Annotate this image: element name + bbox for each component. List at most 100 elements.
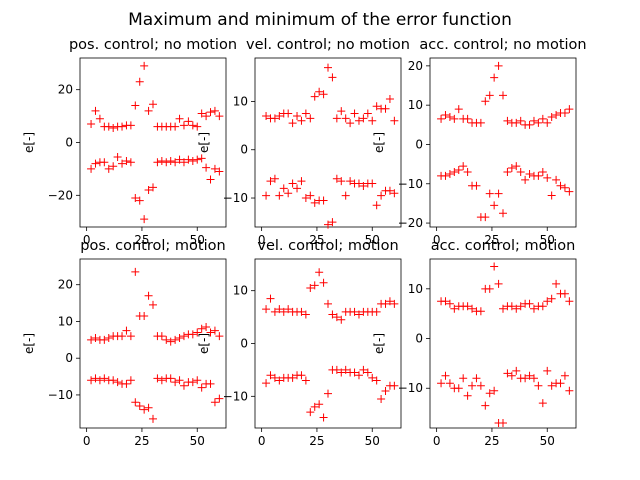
data-point — [270, 307, 279, 316]
y-tick-label: −10 — [398, 177, 423, 191]
data-point — [140, 405, 149, 414]
series-maximum — [437, 61, 574, 129]
data-point — [126, 332, 135, 341]
data-point — [494, 279, 503, 288]
data-point — [319, 278, 328, 287]
data-point — [202, 163, 211, 172]
data-point — [113, 378, 122, 387]
x-tick-label: 50 — [540, 233, 555, 247]
data-point — [534, 381, 543, 390]
series-minimum — [87, 153, 224, 224]
y-tick-label: −20 — [48, 188, 73, 202]
data-point — [197, 154, 206, 163]
x-tick-label: 0 — [433, 434, 441, 448]
data-point — [543, 118, 552, 127]
data-point — [337, 368, 346, 377]
data-point — [529, 374, 538, 383]
data-point — [377, 394, 386, 403]
data-point — [275, 191, 284, 200]
series-maximum — [87, 267, 224, 346]
data-point — [122, 326, 131, 335]
data-point — [490, 73, 499, 82]
data-point — [210, 398, 219, 407]
data-point — [215, 112, 224, 121]
data-point — [149, 300, 157, 309]
data-point — [193, 122, 202, 131]
data-point — [337, 177, 346, 186]
data-point — [328, 218, 337, 227]
data-point — [390, 299, 399, 308]
data-point — [270, 114, 279, 123]
data-point — [184, 155, 193, 164]
y-tick-label: −10 — [223, 191, 248, 205]
data-point — [171, 378, 180, 387]
data-point — [179, 158, 188, 167]
data-point — [525, 371, 534, 380]
data-point — [437, 114, 446, 123]
data-point — [552, 110, 561, 119]
subplot-title: pos. control; no motion — [69, 37, 237, 53]
data-point — [445, 379, 454, 388]
data-point — [385, 186, 394, 195]
y-axis-label: e[-] — [22, 132, 36, 153]
data-point — [288, 373, 297, 382]
data-point — [270, 373, 279, 382]
y-tick-label: 0 — [240, 143, 248, 157]
data-point — [332, 365, 341, 374]
data-point — [350, 368, 359, 377]
data-point — [310, 281, 319, 290]
data-point — [131, 101, 140, 110]
data-point — [284, 305, 293, 314]
data-point — [494, 189, 503, 198]
x-tick-label: 50 — [365, 434, 380, 448]
data-point — [512, 162, 521, 171]
data-point — [485, 284, 494, 293]
y-axis-label: e[-] — [22, 333, 36, 354]
data-point — [485, 389, 494, 398]
data-point — [179, 121, 188, 130]
subplot-2: 0 25 50 −10 0 10 e[-] vel. control; no motion — [197, 37, 410, 247]
data-point — [459, 374, 468, 383]
y-tick-label: −10 — [48, 388, 73, 402]
y-tick-label: 20 — [58, 278, 73, 292]
data-point — [319, 196, 328, 205]
data-point — [126, 121, 135, 130]
data-point — [499, 304, 507, 313]
data-point — [512, 304, 521, 313]
data-point — [512, 366, 521, 375]
data-point — [328, 310, 337, 319]
data-point — [516, 167, 525, 176]
data-point — [87, 120, 96, 129]
data-point — [171, 335, 180, 344]
data-point — [359, 365, 368, 374]
data-point — [175, 155, 184, 164]
data-point — [534, 118, 543, 127]
data-point — [441, 171, 450, 180]
data-point — [381, 387, 390, 396]
data-point — [328, 73, 337, 82]
data-point — [499, 91, 507, 100]
data-point — [193, 376, 202, 385]
y-tick-label: 10 — [233, 284, 248, 298]
data-point — [113, 153, 122, 162]
data-point — [175, 333, 184, 342]
data-point — [565, 105, 574, 114]
data-point — [341, 114, 350, 123]
data-point — [149, 100, 157, 109]
data-point — [171, 122, 180, 131]
data-point — [144, 186, 153, 195]
data-point — [157, 156, 166, 165]
data-point — [441, 371, 450, 380]
data-point — [468, 381, 477, 390]
data-point — [193, 328, 202, 337]
data-point — [279, 184, 288, 193]
data-point — [468, 304, 477, 313]
x-tick-label: 0 — [83, 233, 91, 247]
data-point — [188, 378, 197, 387]
data-point — [552, 279, 561, 288]
data-point — [332, 174, 341, 183]
data-point — [100, 158, 109, 167]
axes-frame — [429, 57, 577, 228]
data-point — [324, 299, 332, 308]
